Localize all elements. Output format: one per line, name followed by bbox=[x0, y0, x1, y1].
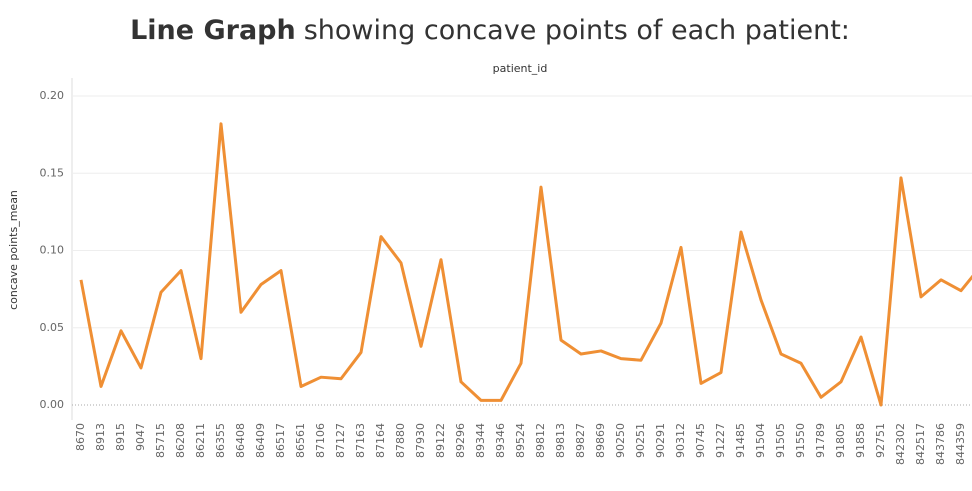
x-tick-label: 86408 bbox=[234, 423, 247, 458]
x-tick-label: 8913 bbox=[94, 423, 107, 451]
x-tick-label: 91858 bbox=[854, 423, 867, 458]
x-tick-label: 87163 bbox=[354, 423, 367, 458]
x-tick-label: 842517 bbox=[914, 423, 927, 465]
x-tick-label: 86208 bbox=[174, 423, 187, 458]
x-tick-label: 87930 bbox=[414, 423, 427, 458]
x-tick-label: 89344 bbox=[474, 423, 487, 458]
x-tick-label: 89812 bbox=[534, 423, 547, 458]
y-tick-label: 0.15 bbox=[40, 166, 65, 179]
y-tick-label: 0.05 bbox=[40, 321, 65, 334]
x-tick-label: 86561 bbox=[294, 423, 307, 458]
x-tick-label: 86409 bbox=[254, 423, 267, 458]
x-tick-label: 92751 bbox=[874, 423, 887, 458]
x-tick-label: 90312 bbox=[674, 423, 687, 458]
title-bold: Line Graph bbox=[130, 15, 296, 46]
x-axis-label: patient_id bbox=[493, 62, 548, 75]
x-tick-label: 90251 bbox=[634, 423, 647, 458]
x-tick-label: 89524 bbox=[514, 423, 527, 458]
x-tick-label: 91789 bbox=[814, 423, 827, 458]
x-tick-label: 89122 bbox=[434, 423, 447, 458]
x-tick-label: 8670 bbox=[74, 423, 87, 451]
x-tick-label: 89346 bbox=[494, 423, 507, 458]
x-tick-label: 86211 bbox=[194, 423, 207, 458]
chart-title: Line Graph showing concave points of each… bbox=[130, 15, 850, 46]
x-tick-label: 90291 bbox=[654, 423, 667, 458]
x-tick-label: 843786 bbox=[934, 423, 947, 465]
x-tick-label: 87127 bbox=[334, 423, 347, 458]
x-tick-label: 85715 bbox=[154, 423, 167, 458]
x-tick-label: 87164 bbox=[374, 423, 387, 458]
x-tick-label: 90250 bbox=[614, 423, 627, 458]
x-tick-label: 86355 bbox=[214, 423, 227, 458]
x-tick-label: 8915 bbox=[114, 423, 127, 451]
x-tick-label: 842302 bbox=[894, 423, 907, 465]
y-tick-label: 0.10 bbox=[40, 244, 65, 257]
x-tick-label: 91504 bbox=[754, 423, 767, 458]
y-tick-label: 0.20 bbox=[40, 89, 65, 102]
x-tick-label: 86517 bbox=[274, 423, 287, 458]
title-rest: showing concave points of each patient: bbox=[304, 15, 850, 46]
x-tick-label: 89827 bbox=[574, 423, 587, 458]
x-tick-label: 91227 bbox=[714, 423, 727, 458]
x-tick-label: 844359 bbox=[954, 423, 967, 465]
x-tick-label: 91485 bbox=[734, 423, 747, 458]
x-tick-label: 91805 bbox=[834, 423, 847, 458]
x-tick-label: 89296 bbox=[454, 423, 467, 458]
y-tick-label: 0.00 bbox=[40, 398, 65, 411]
x-tick-label: 91550 bbox=[794, 423, 807, 458]
x-tick-label: 87880 bbox=[394, 423, 407, 458]
y-axis-label: concave points_mean bbox=[7, 190, 20, 310]
x-tick-label: 91505 bbox=[774, 423, 787, 458]
x-tick-label: 89813 bbox=[554, 423, 567, 458]
x-tick-label: 87106 bbox=[314, 423, 327, 458]
plot-area bbox=[79, 122, 972, 407]
x-tick-label: 90745 bbox=[694, 423, 707, 458]
data-line bbox=[79, 122, 972, 407]
x-tick-label: 9047 bbox=[134, 423, 147, 451]
x-tick-label: 89869 bbox=[594, 423, 607, 458]
